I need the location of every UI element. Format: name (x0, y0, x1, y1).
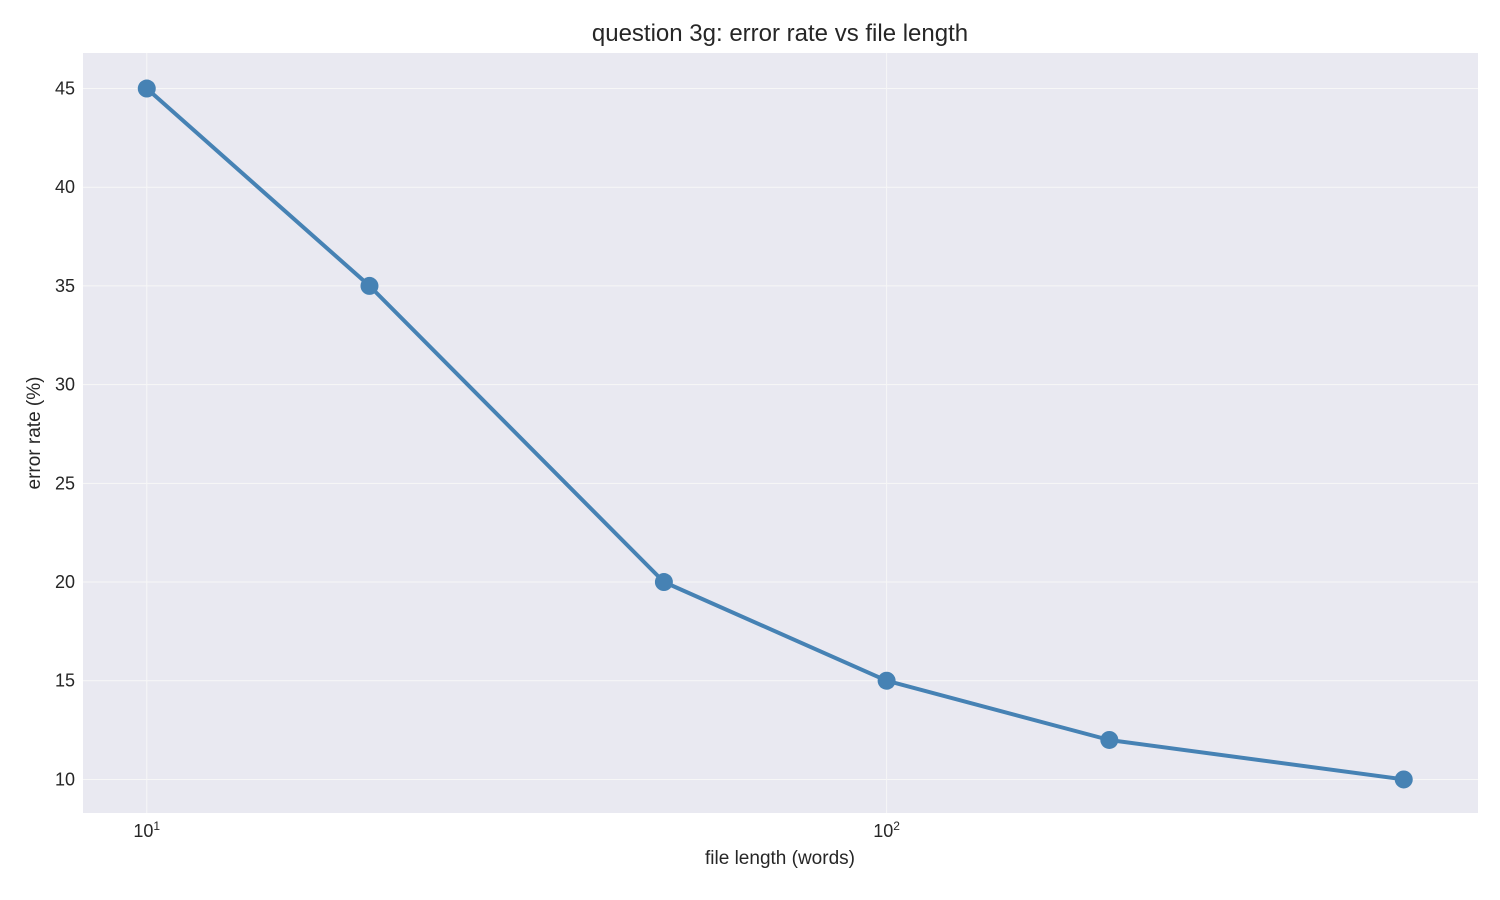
y-tick-label: 15 (55, 671, 75, 691)
y-axis: 10 15 20 25 30 35 40 45 (55, 79, 75, 790)
plot-area (83, 53, 1478, 813)
x-axis: 101 102 (133, 819, 900, 841)
data-point (654, 573, 673, 592)
x-axis-label: file length (words) (705, 848, 855, 869)
series-line (144, 86, 1406, 782)
data-point (1100, 730, 1119, 749)
x-tick-label: 101 (133, 819, 160, 841)
x-tick-label: 102 (873, 819, 900, 841)
series-layer (137, 79, 1413, 789)
data-point (360, 276, 379, 295)
chart-title: question 3g: error rate vs file length (592, 20, 968, 47)
y-tick-label: 10 (55, 769, 75, 789)
y-tick-label: 20 (55, 572, 75, 592)
y-tick-label: 40 (55, 177, 75, 197)
data-point (877, 671, 896, 690)
data-point (137, 79, 156, 98)
data-point (1394, 770, 1413, 789)
y-tick-label: 45 (55, 79, 75, 99)
y-tick-label: 25 (55, 473, 75, 493)
y-axis-label: error rate (%) (24, 377, 45, 490)
y-tick-label: 35 (55, 276, 75, 296)
y-tick-label: 30 (55, 375, 75, 395)
